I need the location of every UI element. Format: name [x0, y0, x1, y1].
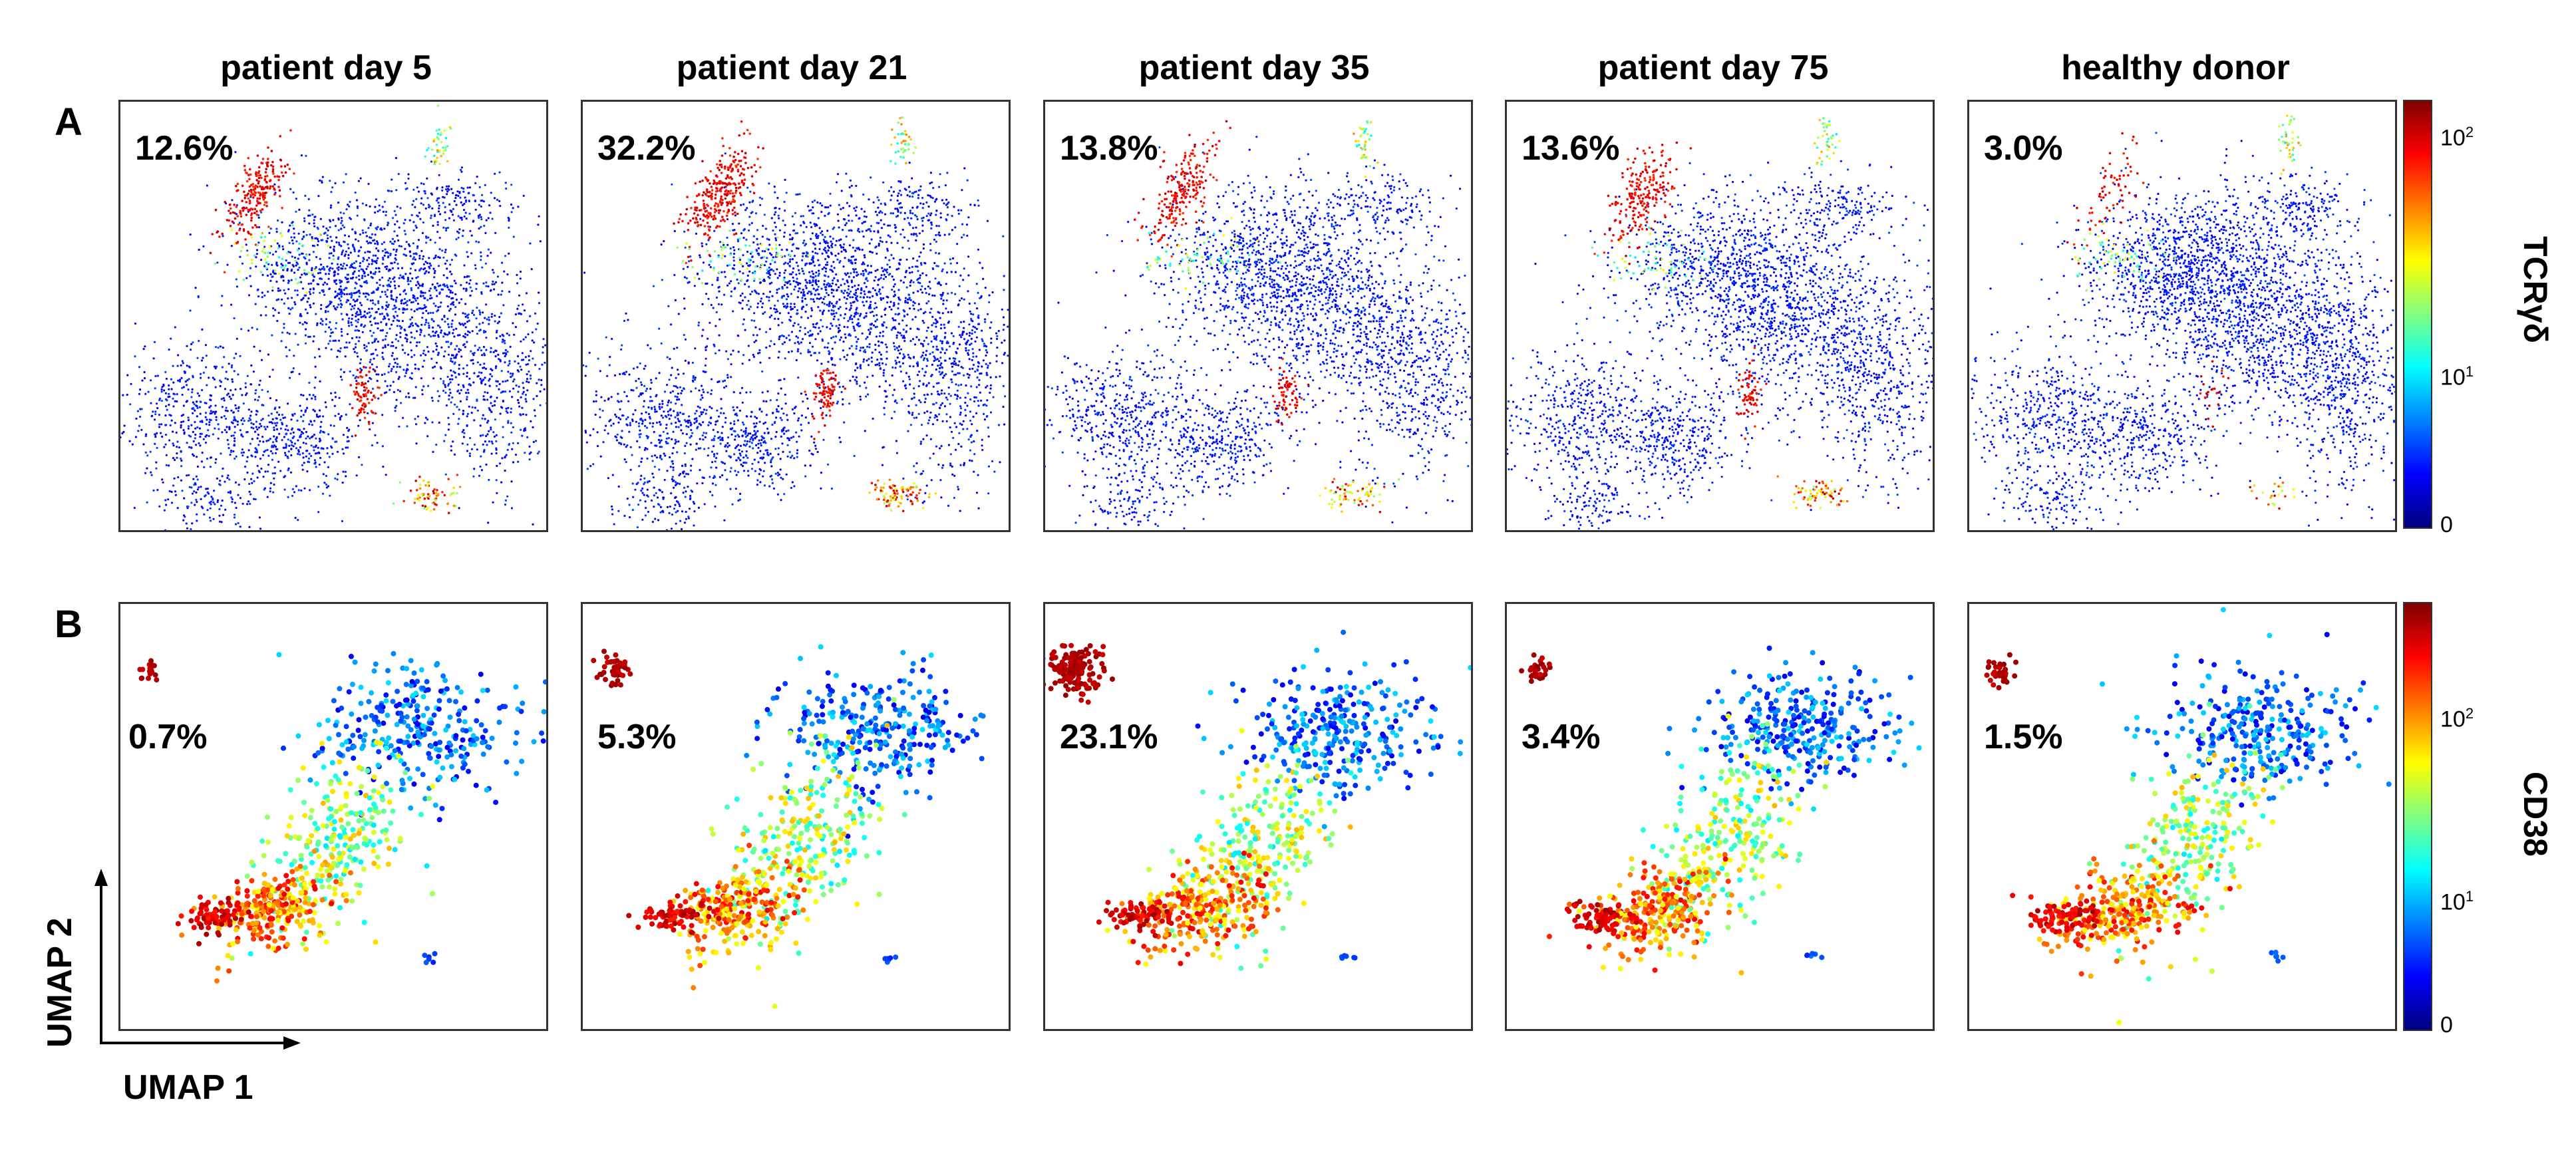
percentage-label: 12.6% — [135, 128, 233, 168]
scatter-b-5 — [1984, 607, 2392, 1026]
colorbar-tick: 0 — [2440, 512, 2453, 538]
colorbar-label-tcrgd: TCRγδ — [2516, 236, 2555, 343]
colorbar-tick: 102 — [2440, 705, 2474, 732]
panel-a-5: 3.0% — [1967, 100, 2397, 532]
colorbar-tick: 0 — [2440, 1012, 2453, 1038]
colorbar-tick: 102 — [2440, 124, 2474, 151]
scatter-points — [583, 116, 1009, 530]
panel-a-1: 12.6% — [118, 100, 548, 532]
percentage-label: 3.0% — [1984, 128, 2063, 168]
percentage-label: 1.5% — [1984, 717, 2063, 757]
column-title-5: healthy donor — [1959, 48, 2392, 88]
colorbar-tick: 101 — [2440, 888, 2474, 915]
scatter-points — [120, 104, 546, 530]
column-title-1: patient day 5 — [110, 48, 542, 88]
scatter-points — [1519, 645, 1922, 976]
colorbar-tick: 101 — [2440, 363, 2474, 390]
scatter-a-4 — [1507, 116, 1933, 530]
scatter-a-5 — [1971, 114, 2395, 530]
scatter-points — [1045, 120, 1471, 530]
row-label-b: B — [55, 602, 82, 647]
colorbar-tcrgd — [2403, 100, 2432, 529]
scatter-points — [1507, 116, 1933, 530]
panel-b-3: 23.1% — [1043, 602, 1473, 1031]
column-title-2: patient day 21 — [575, 48, 1008, 88]
scatter-points — [1045, 629, 1471, 971]
scatter-points — [137, 651, 546, 984]
row-label-a: A — [55, 100, 82, 144]
percentage-label: 3.4% — [1522, 717, 1601, 757]
umap-axes-arrows — [94, 869, 301, 1050]
scatter-points — [1971, 114, 2395, 530]
umap1-arrowhead — [283, 1036, 301, 1050]
panel-a-4: 13.6% — [1505, 100, 1935, 532]
umap2-arrowhead — [94, 869, 108, 886]
colorbar-label-cd38: CD38 — [2516, 772, 2555, 857]
umap1-label: UMAP 1 — [123, 1068, 253, 1107]
percentage-label: 13.8% — [1060, 128, 1158, 168]
panel-b-2: 5.3% — [581, 602, 1011, 1031]
percentage-label: 0.7% — [128, 717, 208, 757]
scatter-points — [591, 644, 986, 1009]
percentage-label: 32.2% — [597, 128, 695, 168]
panel-b-1: 0.7% — [118, 602, 548, 1031]
umap2-label: UMAP 2 — [40, 917, 80, 1048]
scatter-points — [1984, 607, 2392, 1026]
scatter-b-4 — [1519, 645, 1922, 976]
scatter-a-2 — [583, 116, 1009, 530]
scatter-b-1 — [137, 651, 546, 984]
scatter-b-3 — [1045, 629, 1471, 971]
percentage-label: 13.6% — [1522, 128, 1619, 168]
percentage-label: 23.1% — [1060, 717, 1158, 757]
column-title-4: patient day 75 — [1497, 48, 1929, 88]
scatter-b-2 — [591, 644, 986, 1009]
colorbar-cd38 — [2403, 602, 2432, 1031]
panel-a-3: 13.8% — [1043, 100, 1473, 532]
percentage-label: 5.3% — [597, 717, 677, 757]
panel-a-2: 32.2% — [581, 100, 1011, 532]
panel-b-4: 3.4% — [1505, 602, 1935, 1031]
scatter-a-3 — [1045, 120, 1471, 530]
panel-b-5: 1.5% — [1967, 602, 2397, 1031]
column-title-3: patient day 35 — [1038, 48, 1470, 88]
scatter-a-1 — [120, 104, 546, 530]
